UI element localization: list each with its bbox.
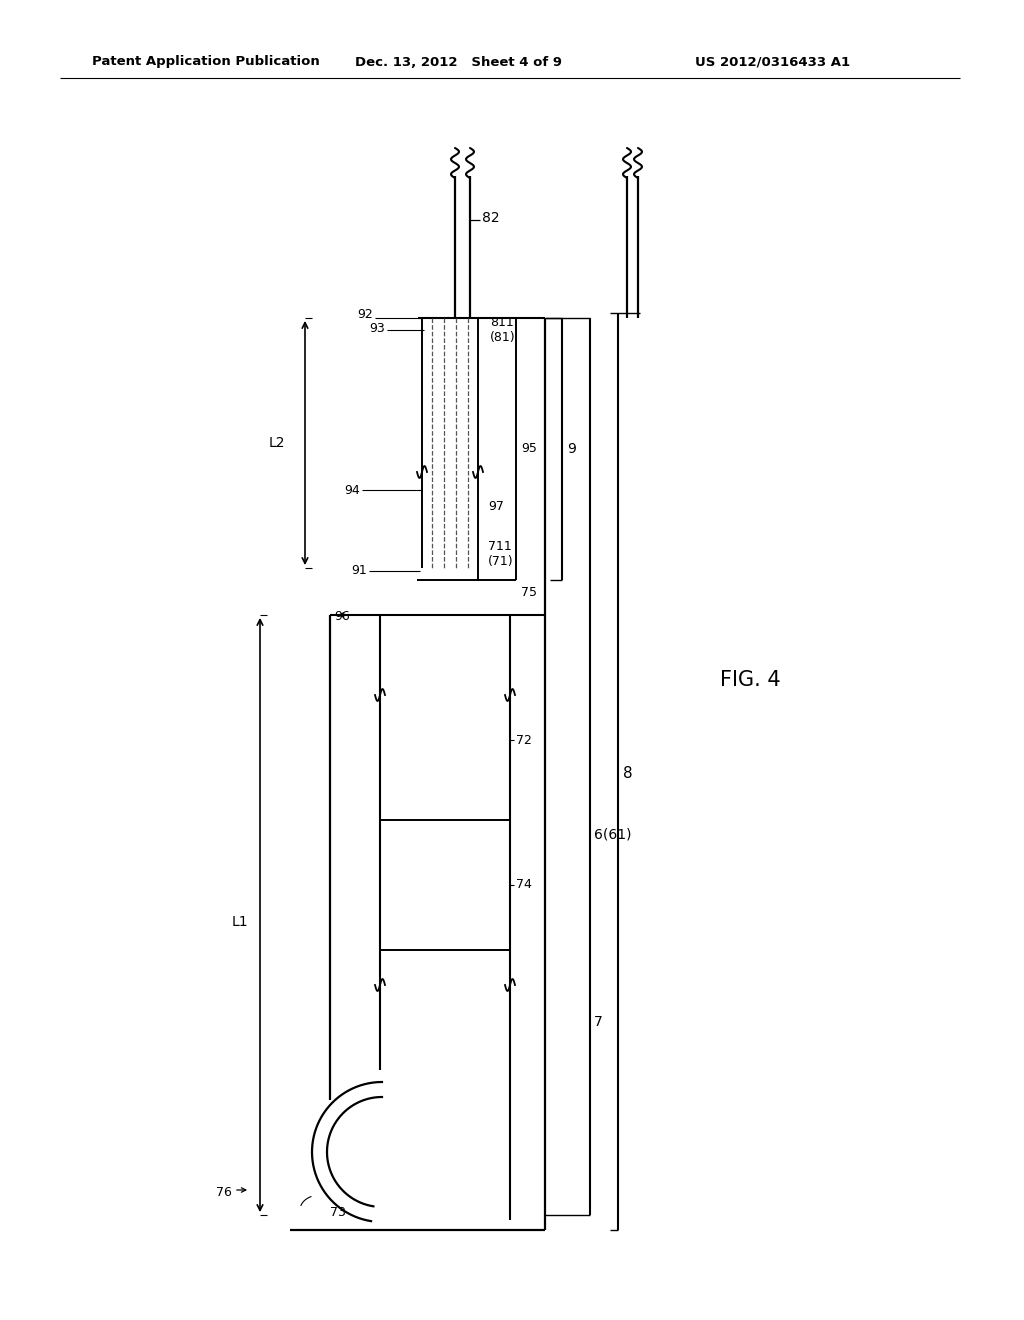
Text: Dec. 13, 2012   Sheet 4 of 9: Dec. 13, 2012 Sheet 4 of 9: [355, 55, 562, 69]
Text: (81): (81): [490, 330, 516, 343]
Text: 95: 95: [521, 442, 537, 455]
Text: 94: 94: [344, 483, 360, 496]
Text: US 2012/0316433 A1: US 2012/0316433 A1: [695, 55, 850, 69]
Text: 711: 711: [488, 540, 512, 553]
Text: (71): (71): [488, 554, 514, 568]
Text: 97: 97: [488, 500, 504, 513]
Text: 9: 9: [567, 442, 575, 455]
Text: 93: 93: [370, 322, 385, 334]
Text: 76: 76: [216, 1185, 232, 1199]
Text: 75: 75: [521, 586, 537, 598]
Text: 8: 8: [623, 767, 633, 781]
Text: 7: 7: [594, 1015, 603, 1030]
Text: 74: 74: [516, 879, 531, 891]
Text: 96: 96: [334, 610, 350, 623]
Text: 91: 91: [351, 565, 367, 578]
Text: 72: 72: [516, 734, 531, 747]
Text: Patent Application Publication: Patent Application Publication: [92, 55, 319, 69]
Text: L2: L2: [268, 436, 285, 450]
Text: 73: 73: [330, 1206, 346, 1220]
Text: L1: L1: [231, 915, 248, 929]
Text: FIG. 4: FIG. 4: [720, 671, 780, 690]
Text: 82: 82: [482, 211, 500, 224]
Text: 811: 811: [490, 317, 514, 330]
Text: 6(61): 6(61): [594, 828, 632, 841]
Text: 92: 92: [357, 309, 373, 322]
